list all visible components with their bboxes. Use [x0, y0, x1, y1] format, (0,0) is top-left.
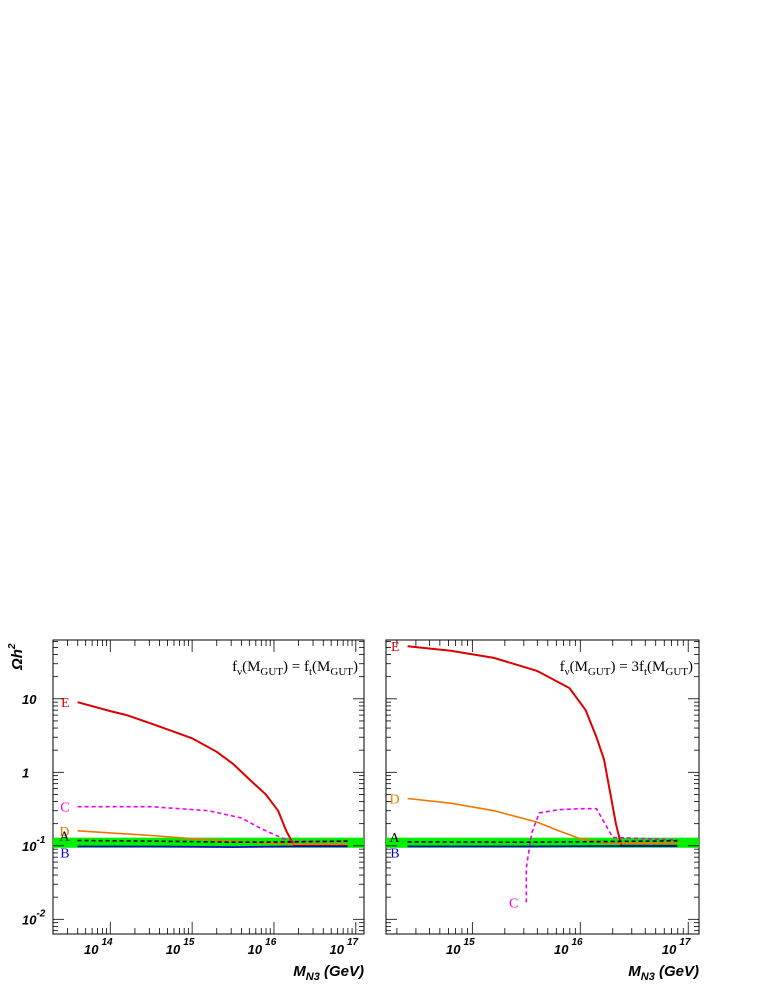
x-tick-label: 10 15	[446, 937, 475, 957]
x-tick-label: 10 16	[248, 937, 277, 957]
x-axis-label: MN3 (GeV)	[293, 963, 364, 983]
series-label-E: E	[61, 696, 70, 711]
y-tick-label: 10	[22, 692, 37, 707]
series-label-B: B	[60, 846, 69, 861]
plot-frame	[52, 639, 365, 935]
series-label-C: C	[509, 896, 518, 911]
panel-annotation: fν(MGUT) = 3ft(MGUT)	[560, 659, 693, 678]
series-label-B: B	[390, 846, 399, 861]
y-tick-label: 10-2	[22, 908, 46, 927]
x-tick-label: 10 15	[166, 937, 195, 957]
panel-annotation: fν(MGUT) = ft(MGUT)	[232, 659, 358, 678]
x-tick-label: 10 17	[662, 937, 691, 957]
y-tick-label: 1	[22, 765, 29, 780]
y-axis-label: Ωh2	[7, 643, 26, 671]
axis-ticks	[52, 640, 364, 934]
y-tick-label: 10-1	[22, 835, 46, 854]
series-label-E: E	[391, 640, 400, 655]
series-line-E	[77, 701, 348, 847]
series-label-A: A	[389, 831, 400, 846]
plot-frame	[385, 639, 700, 935]
series-label-C: C	[60, 801, 69, 816]
series-line-C	[525, 807, 678, 903]
x-tick-label: 10 16	[554, 937, 583, 957]
series-line-A	[407, 840, 678, 844]
chart-panel-right: E D C AB 10 15 10 16 10 17 MN3 (GeV) fν(MGUT) = 3ft…	[385, 639, 700, 983]
x-tick-label: 10 17	[330, 937, 359, 957]
series-line-C	[77, 805, 348, 843]
x-tick-label: 10 14	[84, 937, 113, 957]
x-axis-label: MN3 (GeV)	[628, 963, 699, 983]
series-label-A: A	[59, 830, 70, 845]
series-label-D: D	[59, 825, 69, 840]
series-line-A	[77, 839, 348, 844]
axis-ticks	[386, 640, 699, 934]
series-label-D: D	[389, 793, 399, 808]
series-line-D	[77, 830, 348, 845]
relic-density-band	[53, 837, 364, 848]
series-line-B	[77, 845, 348, 848]
